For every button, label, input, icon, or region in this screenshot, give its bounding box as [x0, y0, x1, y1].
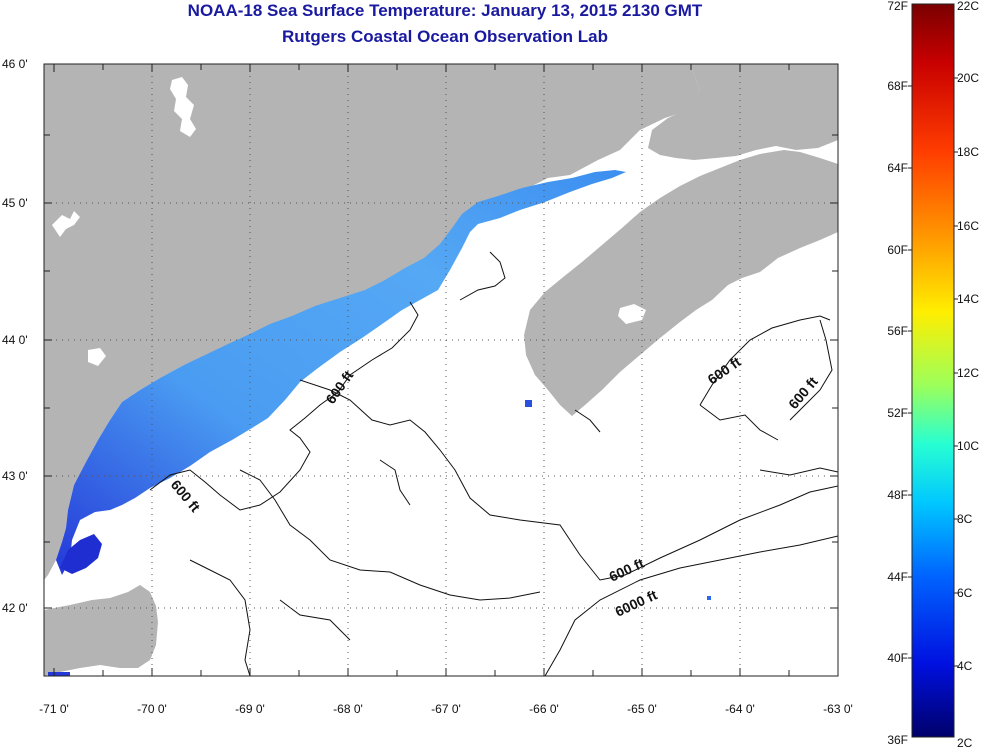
lat-tick-label: 45 0': [2, 196, 28, 210]
map-subtitle: Rutgers Coastal Ocean Observation Lab: [282, 27, 608, 46]
colorbar-f-label: 52F: [887, 406, 908, 420]
lon-tick-label: -68 0': [333, 702, 363, 716]
graticule: [44, 64, 838, 676]
lat-tick-label: 46 0': [2, 57, 28, 71]
lon-tick-label: -71 0': [39, 702, 69, 716]
colorbar-f-label: 72F: [887, 0, 908, 13]
colorbar-c-label: 22C: [957, 0, 980, 13]
colorbar-f-label: 60F: [887, 243, 908, 257]
colorbar-f-label: 68F: [887, 79, 908, 93]
lon-tick-label: -63 0': [823, 702, 853, 716]
colorbar-c-label: 2C: [957, 736, 973, 750]
colorbar-c-label: 6C: [957, 586, 973, 600]
frame-ticks: [44, 64, 838, 676]
colorbar-c-label: 12C: [957, 366, 980, 380]
colorbar-f-label: 56F: [887, 324, 908, 338]
lon-tick-label: -66 0': [529, 702, 559, 716]
lat-tick-label: 43 0': [2, 469, 28, 483]
colorbar-f-label: 48F: [887, 488, 908, 502]
colorbar: [911, 3, 955, 738]
lake: [170, 77, 196, 137]
colorbar-f-label: 40F: [887, 651, 908, 665]
lake: [52, 211, 80, 237]
lon-tick-label: -67 0': [431, 702, 461, 716]
colorbar-f-label: 44F: [887, 570, 908, 584]
sst-cold-patch: [48, 672, 70, 676]
sst-pixel: [707, 596, 711, 600]
colorbar-c-label: 10C: [957, 439, 980, 453]
colorbar-f-label: 64F: [887, 161, 908, 175]
land-nova-scotia: [524, 150, 838, 416]
colorbar-f-label: 36F: [887, 733, 908, 747]
land-cape-cod: [44, 585, 158, 676]
lon-tick-label: -70 0': [137, 702, 167, 716]
land-new-brunswick: [648, 64, 838, 160]
lon-tick-label: -65 0': [627, 702, 657, 716]
lon-tick-label: -69 0': [235, 702, 265, 716]
lat-tick-label: 42 0': [2, 601, 28, 615]
colorbar-c-label: 14C: [957, 292, 980, 306]
colorbar-c-label: 18C: [957, 145, 980, 159]
bathymetry-contours: [149, 251, 838, 676]
lake: [618, 304, 646, 324]
colorbar-c-label: 4C: [957, 659, 973, 673]
lon-tick-label: -64 0': [725, 702, 755, 716]
sst-cold-patch: [60, 534, 102, 574]
lat-tick-label: 44 0': [2, 333, 28, 347]
map-frame: [43, 63, 839, 677]
lake: [88, 348, 106, 366]
sst-pixel: [525, 400, 532, 407]
colorbar-ticks: [908, 77, 958, 667]
colorbar-c-label: 20C: [957, 71, 980, 85]
colorbar-c-label: 16C: [957, 219, 980, 233]
map-title: NOAA-18 Sea Surface Temperature: January…: [187, 1, 703, 20]
land-new-england: [44, 64, 700, 580]
colorbar-c-label: 8C: [957, 512, 973, 526]
